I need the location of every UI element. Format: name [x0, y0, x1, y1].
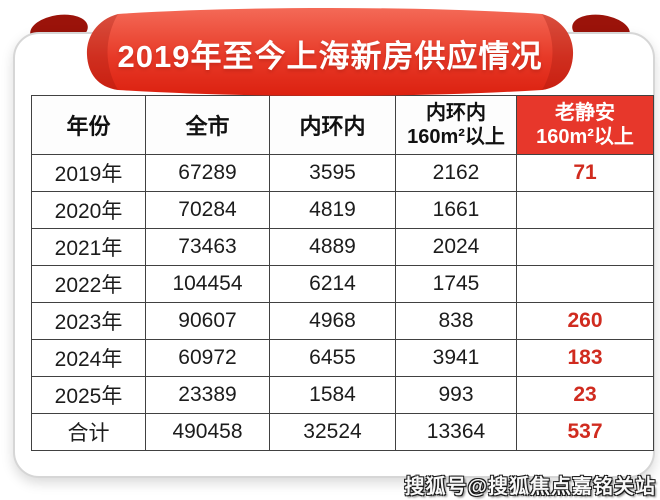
cell-inner-ring-160: 13364 [395, 413, 517, 451]
cell-inner-ring: 6214 [269, 265, 396, 303]
cell-inner-ring: 4968 [269, 302, 396, 340]
cell-laojingan-160: 260 [516, 302, 654, 340]
cell-inner-ring: 1584 [269, 376, 396, 414]
cell-citywide: 60972 [145, 339, 270, 377]
content-card: 年份 全市 内环内 内环内 160m²以上 老静安 160m²以上 [13, 32, 655, 478]
cell-citywide: 73463 [145, 228, 270, 266]
cell-year: 2021年 [31, 228, 146, 266]
ribbon-end-shade-left [86, 14, 118, 90]
supply-table-wrap: 年份 全市 内环内 内环内 160m²以上 老静安 160m²以上 [31, 95, 654, 451]
cell-citywide: 104454 [145, 265, 270, 303]
cell-inner-ring-160: 1745 [395, 265, 517, 303]
ribbon-end-shade-right [542, 14, 574, 90]
cell-laojingan-160: 71 [516, 154, 654, 192]
cell-inner-ring-160: 3941 [395, 339, 517, 377]
ribbon-banner [86, 8, 574, 96]
header-inner-ring: 内环内 [269, 95, 396, 155]
cell-citywide: 90607 [145, 302, 270, 340]
cell-inner-ring: 3595 [269, 154, 396, 192]
cell-year: 合计 [31, 413, 146, 451]
cell-year: 2024年 [31, 339, 146, 377]
cell-citywide: 23389 [145, 376, 270, 414]
cell-citywide: 70284 [145, 191, 270, 229]
cell-laojingan-160: 183 [516, 339, 654, 377]
cell-year: 2025年 [31, 376, 146, 414]
header-year: 年份 [31, 95, 146, 155]
cell-inner-ring: 4889 [269, 228, 396, 266]
cell-citywide: 490458 [145, 413, 270, 451]
cell-inner-ring: 6455 [269, 339, 396, 377]
table-row: 2020年 70284 4819 1661 [31, 191, 654, 229]
banner-title: 2019年至今上海新房供应情况 [117, 39, 543, 74]
supply-table: 年份 全市 内环内 内环内 160m²以上 老静安 160m²以上 [31, 95, 654, 451]
table-row: 合计 490458 32524 13364 537 [31, 413, 654, 451]
cell-laojingan-160: 23 [516, 376, 654, 414]
table-row: 2022年 104454 6214 1745 [31, 265, 654, 303]
cell-laojingan-160 [516, 265, 654, 303]
cell-inner-ring: 4819 [269, 191, 396, 229]
header-laojingan-160: 老静安 160m²以上 [516, 95, 654, 155]
cell-inner-ring-160: 2024 [395, 228, 517, 266]
cell-year: 2022年 [31, 265, 146, 303]
table-row: 2023年 90607 4968 838 260 [31, 302, 654, 340]
watermark-text: 搜狐号@搜狐焦点嘉铭关站 [404, 476, 656, 498]
cell-inner-ring: 32524 [269, 413, 396, 451]
cell-inner-ring-160: 838 [395, 302, 517, 340]
table-body: 2019年 67289 3595 2162 71 2020年 70284 481… [31, 154, 654, 451]
header-citywide: 全市 [145, 95, 270, 155]
header-inner-ring-160: 内环内 160m²以上 [395, 95, 517, 155]
cell-inner-ring-160: 993 [395, 376, 517, 414]
table-row: 2024年 60972 6455 3941 183 [31, 339, 654, 377]
cell-laojingan-160: 537 [516, 413, 654, 451]
cell-citywide: 67289 [145, 154, 270, 192]
cell-year: 2020年 [31, 191, 146, 229]
ribbon-band [86, 8, 574, 96]
cell-inner-ring-160: 1661 [395, 191, 517, 229]
table-header-row: 年份 全市 内环内 内环内 160m²以上 老静安 160m²以上 [31, 95, 654, 155]
table-row: 2019年 67289 3595 2162 71 [31, 154, 654, 192]
cell-year: 2019年 [31, 154, 146, 192]
cell-year: 2023年 [31, 302, 146, 340]
table-row: 2025年 23389 1584 993 23 [31, 376, 654, 414]
cell-laojingan-160 [516, 228, 654, 266]
cell-inner-ring-160: 2162 [395, 154, 517, 192]
cell-laojingan-160 [516, 191, 654, 229]
table-row: 2021年 73463 4889 2024 [31, 228, 654, 266]
